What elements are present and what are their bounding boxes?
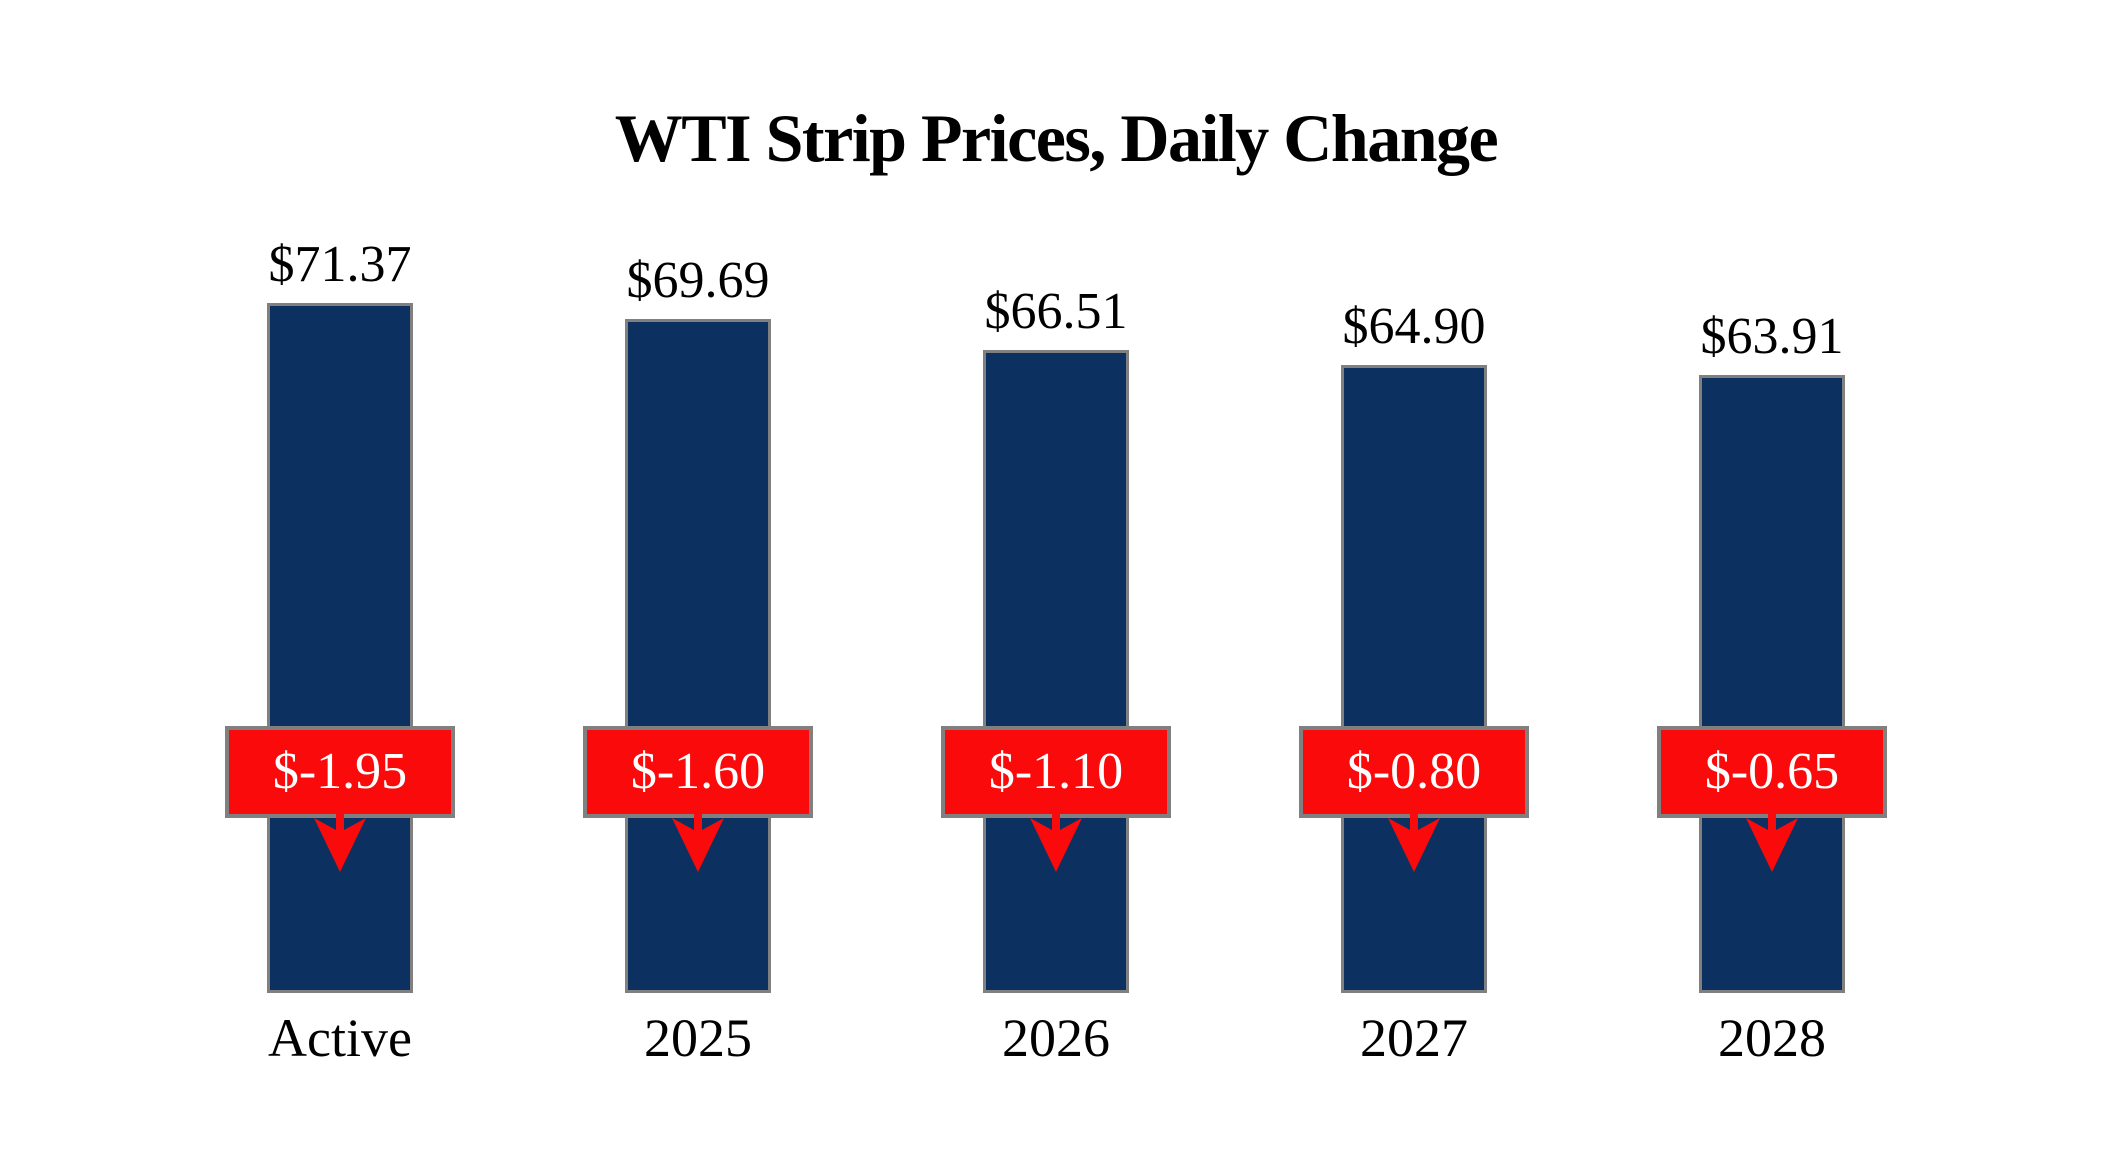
category-label: Active bbox=[268, 1008, 412, 1068]
down-arrow-icon bbox=[1746, 810, 1798, 872]
bar-value-label: $69.69 bbox=[626, 252, 770, 309]
bar bbox=[1699, 375, 1845, 993]
bar bbox=[267, 303, 413, 993]
bar bbox=[983, 350, 1129, 993]
bar-value-label: $71.37 bbox=[268, 236, 412, 293]
bar-value-label: $63.91 bbox=[1700, 308, 1844, 365]
category-label: 2027 bbox=[1360, 1008, 1468, 1068]
chart-title: WTI Strip Prices, Daily Change bbox=[614, 100, 1499, 176]
daily-change-badge: $-1.60 bbox=[583, 726, 813, 818]
daily-change-badge: $-0.80 bbox=[1299, 726, 1529, 818]
bar-value-label: $64.90 bbox=[1342, 298, 1486, 355]
category-label: 2026 bbox=[1002, 1008, 1110, 1068]
bar bbox=[625, 319, 771, 993]
bar-value-label: $66.51 bbox=[984, 283, 1128, 340]
down-arrow-icon bbox=[672, 810, 724, 872]
category-label: 2025 bbox=[644, 1008, 752, 1068]
down-arrow-icon bbox=[314, 810, 366, 872]
category-label: 2028 bbox=[1718, 1008, 1826, 1068]
daily-change-badge: $-1.95 bbox=[225, 726, 455, 818]
down-arrow-icon bbox=[1030, 810, 1082, 872]
down-arrow-icon bbox=[1388, 810, 1440, 872]
daily-change-badge: $-1.10 bbox=[941, 726, 1171, 818]
bar bbox=[1341, 365, 1487, 993]
daily-change-badge: $-0.65 bbox=[1657, 726, 1887, 818]
